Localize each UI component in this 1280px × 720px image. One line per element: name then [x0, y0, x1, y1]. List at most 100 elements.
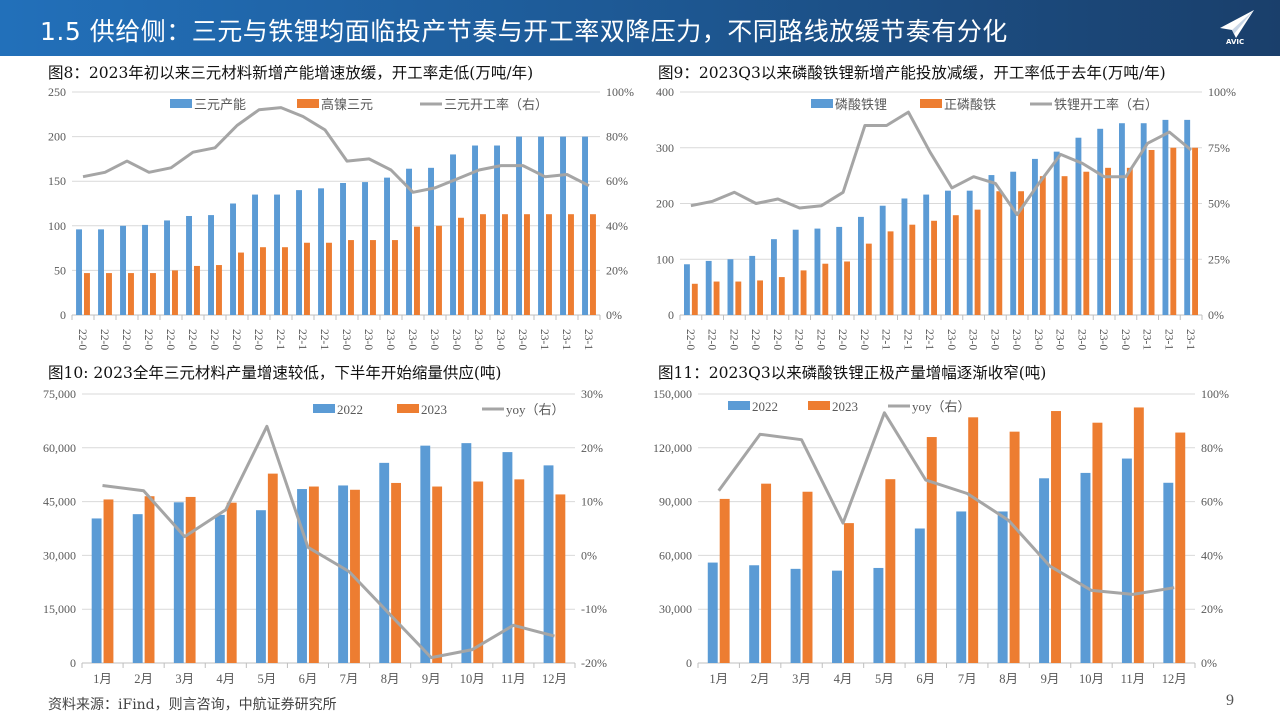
y2-tick-label: 100% [1201, 387, 1229, 401]
bar-磷酸铁锂 [705, 260, 712, 315]
x-tick-label: 4月 [834, 672, 853, 686]
y2-tick-label: 20% [581, 441, 603, 455]
bar-三元产能 [384, 177, 390, 315]
bar-三元产能 [560, 136, 566, 315]
x-tick-label: 23-08 [1097, 329, 1109, 350]
bar-高镍三元 [370, 240, 376, 315]
chart-title-fig8: 图8：2023年初以来三元材料新增产能增速放缓，开工率走低(万吨/年) [48, 64, 534, 82]
bar-三元产能 [538, 136, 544, 315]
bar-三元产能 [406, 168, 412, 315]
bar-磷酸铁锂 [1184, 119, 1191, 315]
bar-2022 [997, 511, 1008, 663]
line-铁锂开工率（右） [690, 110, 1193, 217]
bar-正磷酸铁 [713, 281, 720, 315]
bar-磷酸铁锂 [858, 216, 864, 315]
bar-2023 [185, 496, 196, 663]
bar-2023 [719, 498, 730, 663]
x-tick-label: 23-01 [945, 329, 957, 350]
bar-磷酸铁锂 [1162, 119, 1169, 315]
y-tick-label: 45,000 [43, 495, 76, 509]
x-tick-label: 22-06 [186, 329, 198, 350]
y-tick-label: 100 [656, 252, 674, 266]
bar-三元产能 [472, 145, 478, 315]
x-tick-label: 22-06 [793, 329, 805, 350]
bar-正磷酸铁 [996, 191, 1003, 315]
bar-高镍三元 [502, 214, 508, 315]
bar-正磷酸铁 [844, 261, 850, 315]
bar-2023 [144, 496, 155, 663]
legend-label: 磷酸铁锂 [835, 97, 887, 112]
x-tick-label: 22-10 [880, 329, 892, 350]
bar-2022 [832, 570, 842, 663]
bar-磷酸铁锂 [1053, 151, 1060, 315]
chart-fig11: 0 30,000 60,000 90,000 120,000 150,000 0% 20% 40… [653, 387, 1229, 686]
bar-高镍三元 [458, 217, 464, 315]
bar-高镍三元 [568, 214, 574, 315]
line-yoy（右） [717, 411, 1175, 596]
y2-tick-label: 10% [581, 495, 603, 509]
bar-三元产能 [252, 194, 258, 315]
bar-磷酸铁锂 [727, 259, 734, 315]
bar-2022 [461, 443, 472, 663]
x-tick-label: 3月 [792, 672, 811, 686]
bar-2023 [1092, 422, 1103, 663]
x-tick-label: 8月 [999, 672, 1018, 686]
slide-title: 1.5 供给侧：三元与铁锂均面临投产节奏与开工率双降压力，不同路线放缓节奏有分化 [40, 17, 1008, 46]
bar-2022 [1121, 458, 1132, 663]
bar-正磷酸铁 [1018, 191, 1024, 315]
bar-2022 [749, 565, 760, 663]
bar-高镍三元 [414, 226, 420, 315]
bar-2023 [267, 473, 278, 663]
x-tick-label: 6月 [916, 672, 935, 686]
bar-高镍三元 [106, 273, 112, 315]
x-tick-label: 7月 [340, 672, 359, 686]
chart-title-fig11: 图11：2023Q3以来磷酸铁锂正极产量增幅逐渐收窄(吨) [658, 364, 1047, 382]
bar-三元产能 [516, 136, 522, 315]
y-tick-label: 0 [686, 656, 692, 670]
y-tick-label: 15,000 [43, 602, 76, 616]
y-tick-label: 400 [656, 85, 674, 99]
bar-高镍三元 [348, 240, 354, 315]
x-tick-label: 22-09 [858, 329, 870, 350]
x-tick-label: 10月 [460, 672, 485, 686]
bar-三元产能 [186, 215, 192, 315]
y2-tick-label: 0% [606, 308, 622, 322]
x-tick-label: 22-04 [749, 329, 761, 350]
bar-高镍三元 [590, 214, 596, 315]
x-tick-label: 23-12 [582, 329, 594, 350]
y2-tick-label: 50% [1208, 197, 1230, 211]
legend-label: 三元开工率（右） [444, 97, 548, 112]
y-tick-label: 60,000 [43, 441, 76, 455]
bar-2023 [1133, 407, 1144, 663]
bar-三元产能 [318, 188, 324, 315]
y-tick-label: 120,000 [653, 441, 692, 455]
legend-swatch [170, 99, 192, 108]
bar-2022 [420, 445, 431, 663]
bar-2023 [802, 491, 813, 663]
y-tick-label: 200 [656, 197, 674, 211]
y-tick-label: 60,000 [659, 548, 692, 562]
x-tick-label: 8月 [381, 672, 400, 686]
x-tick-label: 5月 [875, 672, 894, 686]
x-tick-label: 9月 [422, 672, 441, 686]
bar-正磷酸铁 [909, 224, 916, 315]
bar-正磷酸铁 [757, 280, 763, 315]
bar-2023 [432, 486, 443, 663]
x-tick-label: 22-11 [901, 329, 913, 350]
y-tick-label: 90,000 [659, 495, 692, 509]
bar-高镍三元 [84, 273, 90, 315]
bar-2022 [707, 562, 718, 663]
y2-tick-label: 40% [1201, 548, 1223, 562]
x-tick-label: 23-10 [1141, 329, 1153, 350]
bar-2023 [514, 479, 525, 663]
x-tick-label: 23-02 [967, 329, 979, 350]
bar-2022 [132, 514, 143, 663]
bar-正磷酸铁 [1061, 176, 1068, 315]
legend-label: 三元产能 [194, 97, 246, 112]
bar-2022 [914, 528, 925, 663]
x-tick-label: 11月 [1121, 672, 1146, 686]
y2-tick-label: 0% [1201, 656, 1217, 670]
bar-2022 [956, 511, 967, 663]
bar-三元产能 [98, 229, 104, 315]
y2-tick-label: -20% [581, 656, 607, 670]
